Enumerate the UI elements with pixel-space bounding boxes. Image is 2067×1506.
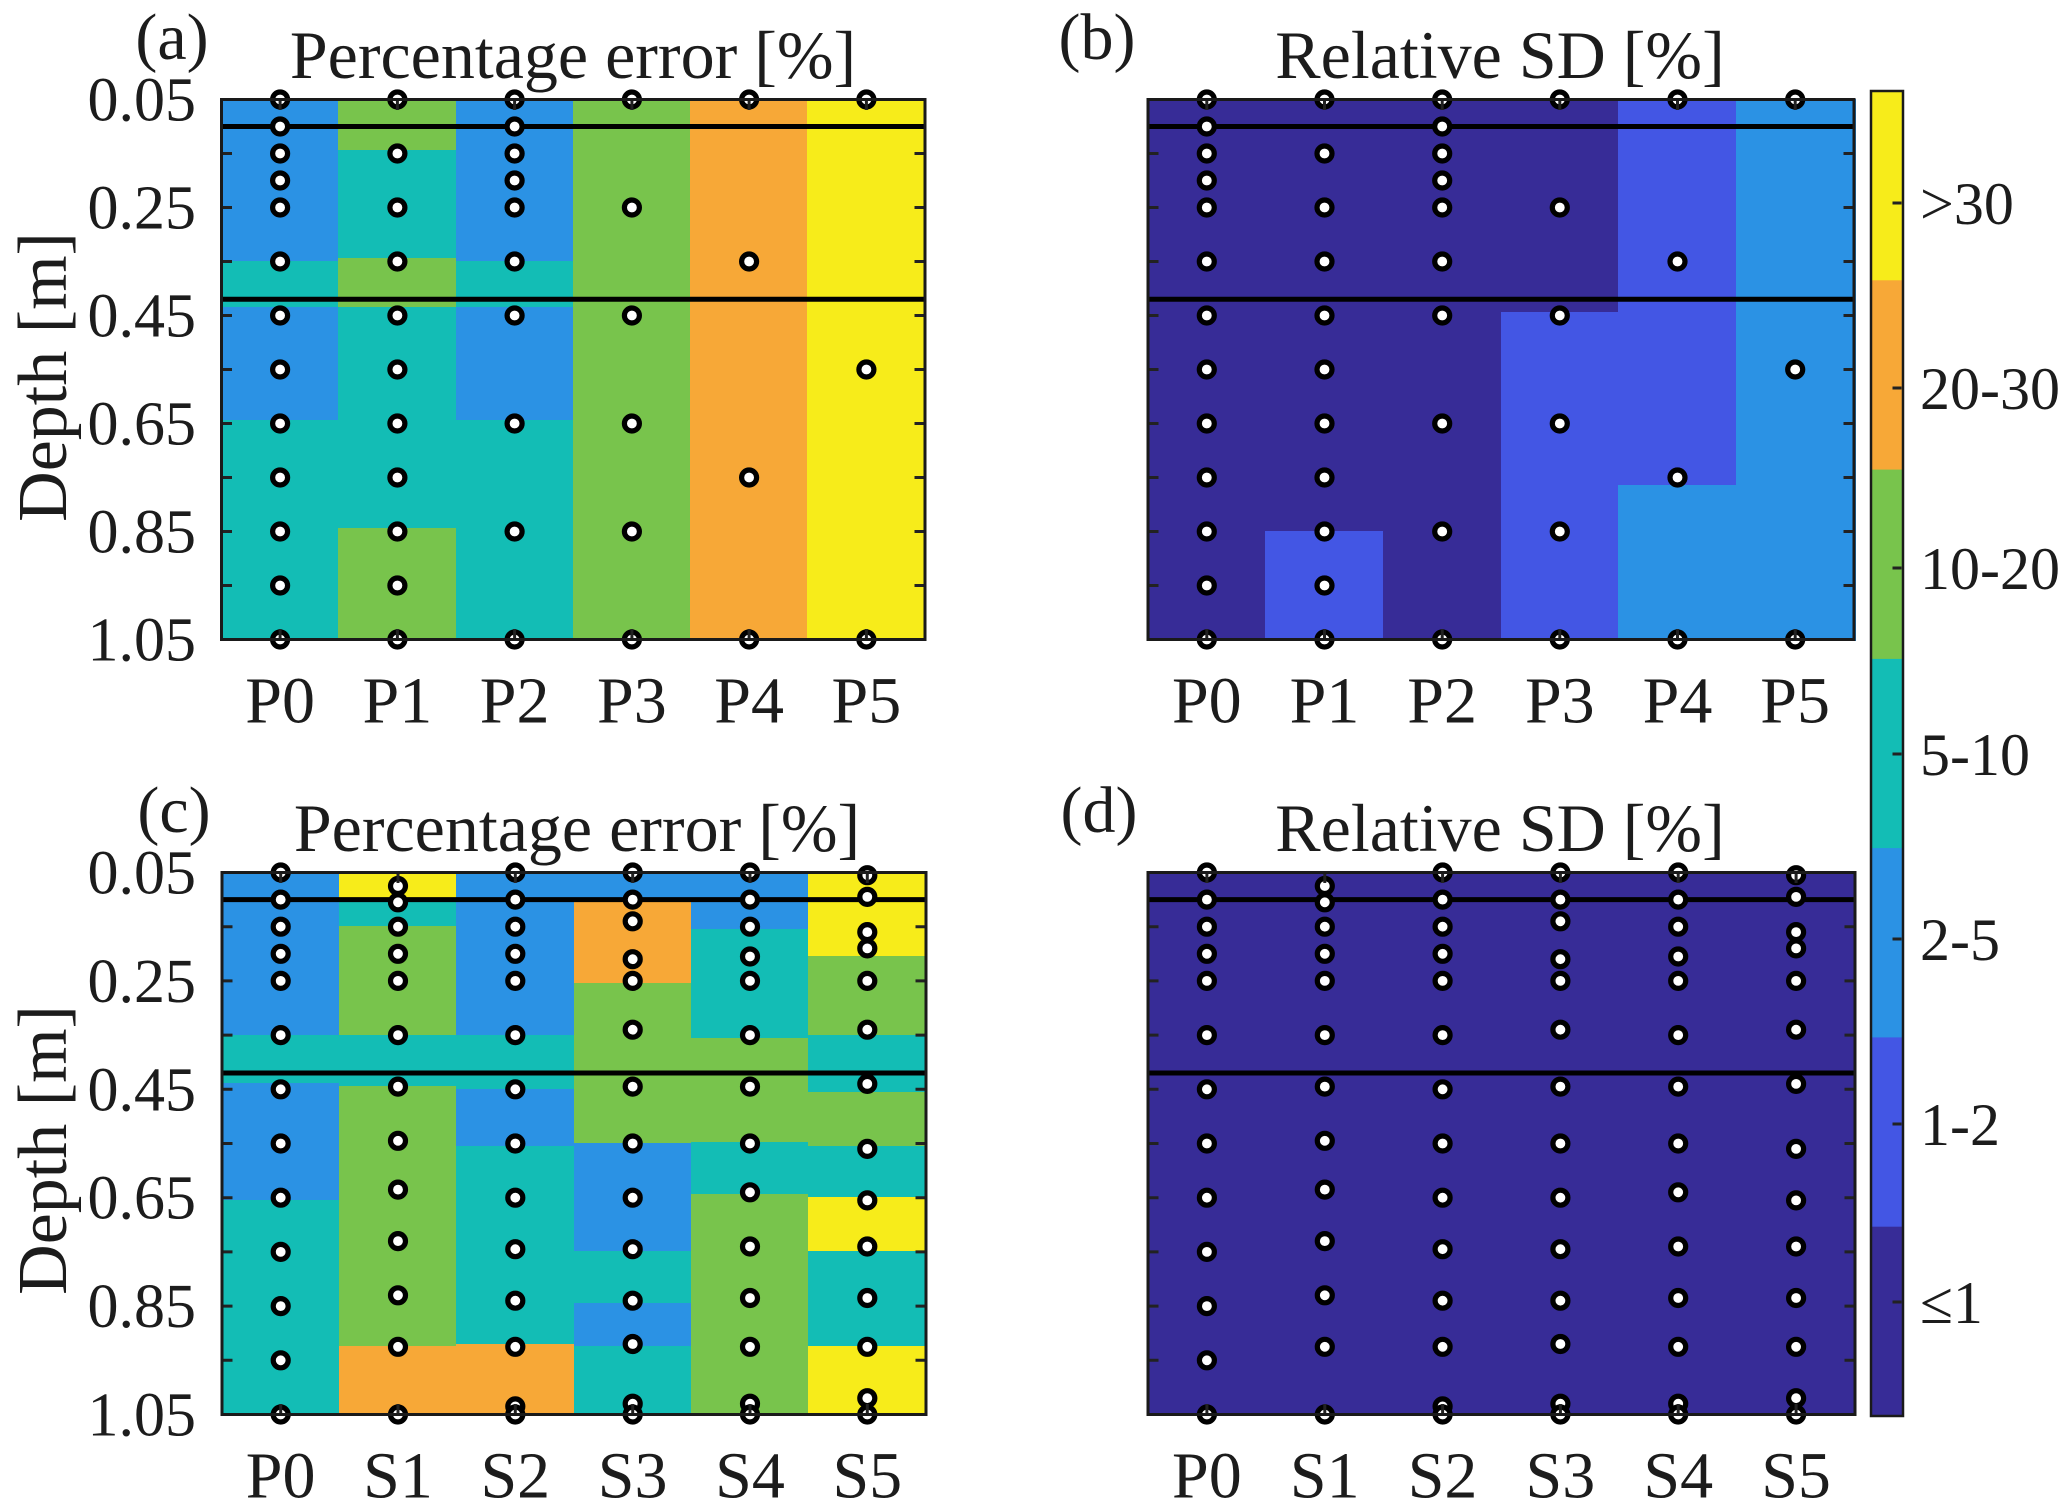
svg-text:S1: S1 xyxy=(363,1440,433,1506)
svg-text:P4: P4 xyxy=(714,665,784,738)
svg-text:P2: P2 xyxy=(1407,665,1477,738)
svg-text:0.05: 0.05 xyxy=(88,67,197,135)
svg-text:0.45: 0.45 xyxy=(88,1056,197,1124)
svg-text:(d): (d) xyxy=(1061,774,1138,847)
svg-text:0.65: 0.65 xyxy=(88,1165,197,1233)
svg-text:0.85: 0.85 xyxy=(88,499,197,567)
svg-text:S2: S2 xyxy=(480,1440,550,1506)
svg-text:Relative SD [%]: Relative SD [%] xyxy=(1275,17,1724,93)
svg-text:Depth [m]: Depth [m] xyxy=(5,1005,82,1295)
svg-text:P0: P0 xyxy=(245,665,315,738)
svg-text:S4: S4 xyxy=(1643,1440,1713,1506)
svg-text:S5: S5 xyxy=(1761,1440,1831,1506)
svg-text:P5: P5 xyxy=(1760,665,1830,738)
svg-text:P1: P1 xyxy=(363,665,433,738)
svg-text:S5: S5 xyxy=(832,1440,902,1506)
svg-text:0.65: 0.65 xyxy=(88,391,197,459)
svg-text:P2: P2 xyxy=(480,665,550,738)
svg-text:P5: P5 xyxy=(832,665,902,738)
svg-text:5-10: 5-10 xyxy=(1920,722,2030,788)
svg-text:P4: P4 xyxy=(1643,665,1713,738)
svg-text:>30: >30 xyxy=(1920,171,2014,237)
svg-text:Percentage error [%]: Percentage error [%] xyxy=(290,17,856,93)
svg-text:0.85: 0.85 xyxy=(88,1273,197,1341)
svg-text:Depth [m]: Depth [m] xyxy=(5,232,82,522)
svg-text:P1: P1 xyxy=(1290,665,1360,738)
svg-text:2-5: 2-5 xyxy=(1920,907,2000,973)
svg-text:P3: P3 xyxy=(597,665,667,738)
svg-text:0.25: 0.25 xyxy=(88,948,197,1016)
svg-text:10-20: 10-20 xyxy=(1920,536,2060,602)
svg-text:S4: S4 xyxy=(715,1440,785,1506)
svg-text:(b): (b) xyxy=(1059,1,1136,74)
svg-text:1.05: 1.05 xyxy=(88,607,197,675)
svg-text:P0: P0 xyxy=(1172,1440,1242,1506)
svg-text:S1: S1 xyxy=(1290,1440,1360,1506)
svg-text:1.05: 1.05 xyxy=(88,1382,197,1450)
svg-text:0.05: 0.05 xyxy=(88,840,197,908)
svg-text:S3: S3 xyxy=(598,1440,668,1506)
svg-text:P0: P0 xyxy=(246,1440,316,1506)
svg-text:S2: S2 xyxy=(1408,1440,1478,1506)
svg-text:P3: P3 xyxy=(1525,665,1595,738)
svg-text:S3: S3 xyxy=(1526,1440,1596,1506)
svg-text:0.45: 0.45 xyxy=(88,283,197,351)
svg-text:0.25: 0.25 xyxy=(88,175,197,243)
svg-text:(a): (a) xyxy=(135,1,208,74)
svg-text:P0: P0 xyxy=(1172,665,1242,738)
svg-text:1-2: 1-2 xyxy=(1920,1092,2000,1158)
svg-text:20-30: 20-30 xyxy=(1920,356,2060,422)
svg-text:(c): (c) xyxy=(137,774,210,847)
svg-text:≤1: ≤1 xyxy=(1920,1270,1983,1336)
svg-text:Relative SD [%]: Relative SD [%] xyxy=(1275,790,1724,866)
svg-text:Percentage error [%]: Percentage error [%] xyxy=(294,790,860,866)
